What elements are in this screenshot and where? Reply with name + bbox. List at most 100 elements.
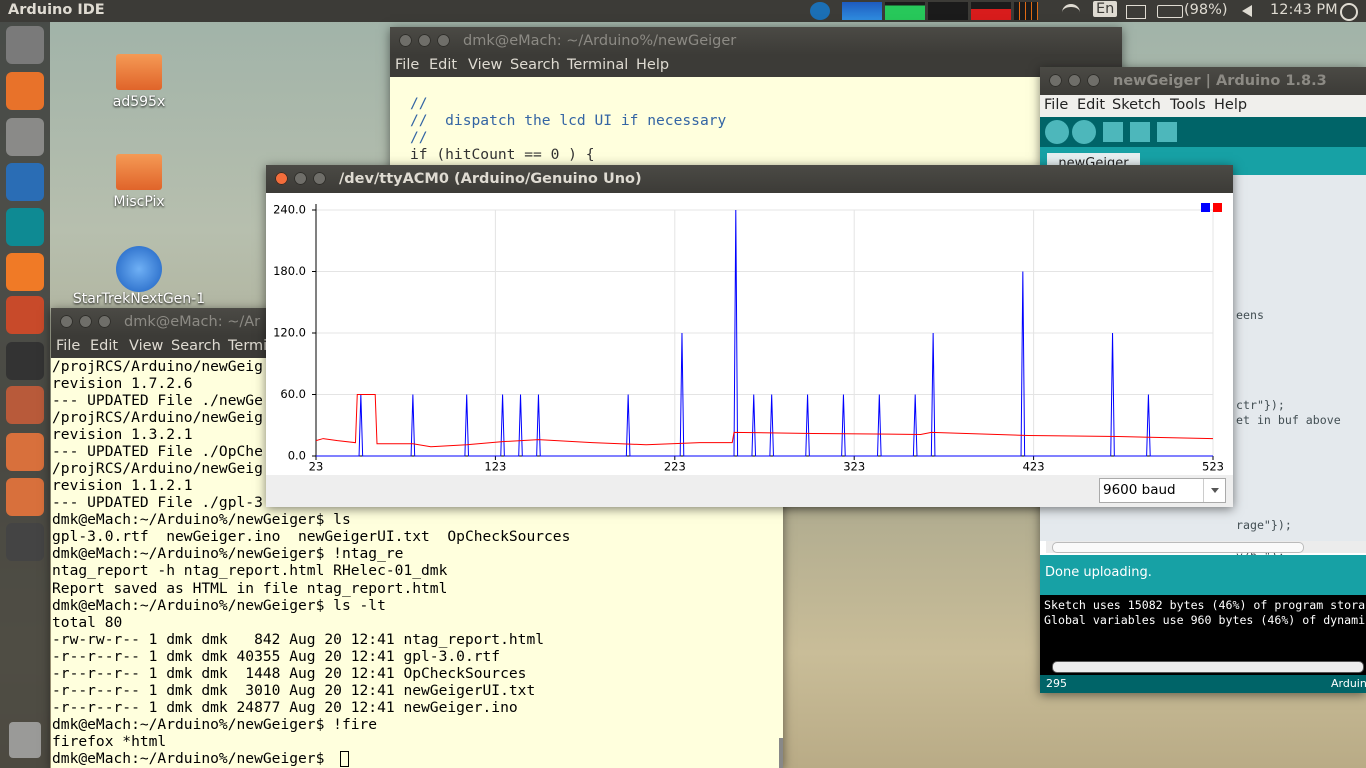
y-tick-label: 120.0 — [273, 326, 306, 340]
window-title: newGeiger | Arduino 1.8.3 — [1113, 73, 1327, 89]
load-monitor[interactable] — [971, 2, 1011, 20]
battery-percent[interactable]: (98%) — [1184, 2, 1228, 18]
maximize-button[interactable] — [1087, 74, 1100, 87]
cpu-monitor[interactable] — [842, 2, 882, 20]
minimize-button[interactable] — [1068, 74, 1081, 87]
launcher-icon[interactable] — [6, 433, 44, 471]
terminal-line: /projRCS/Arduino/newGeig — [52, 409, 263, 427]
dropdown-arrow[interactable] — [1203, 479, 1226, 502]
maximize-button[interactable] — [313, 172, 326, 185]
code-fragment: eens — [1236, 308, 1264, 322]
menu-item[interactable]: View — [129, 338, 164, 354]
close-button[interactable] — [1049, 74, 1062, 87]
scrollbar[interactable] — [779, 738, 783, 768]
console-line: Sketch uses 15082 bytes (46%) of program… — [1044, 598, 1366, 612]
volume-icon[interactable] — [1236, 5, 1252, 17]
open-button[interactable] — [1130, 122, 1150, 142]
x-tick-label: 223 — [664, 460, 686, 474]
menu-item[interactable]: Help — [1214, 97, 1248, 113]
launcher-icon[interactable] — [6, 342, 44, 380]
terminal-line: gpl-3.0.rtf newGeiger.ino newGeigerUI.tx… — [52, 528, 571, 546]
x-tick-label: 323 — [843, 460, 865, 474]
terminal-line: dmk@eMach:~/Arduino%/newGeiger$ ls — [52, 511, 351, 529]
menu-item[interactable]: View — [468, 57, 503, 73]
maximize-button[interactable] — [98, 315, 111, 328]
launcher-icon[interactable] — [6, 478, 44, 516]
menu-item[interactable]: Termi — [228, 338, 268, 354]
new-button[interactable] — [1103, 122, 1123, 142]
terminal-line: ntag_report -h ntag_report.html RHelec-0… — [52, 562, 448, 580]
launcher-icon[interactable] — [6, 523, 44, 561]
mem-monitor[interactable] — [885, 2, 925, 20]
wifi-icon[interactable] — [1062, 4, 1080, 21]
menu-item[interactable]: File — [1044, 97, 1069, 113]
menu-item[interactable]: Edit — [90, 338, 119, 354]
menu-item[interactable]: Search — [171, 338, 221, 354]
horizontal-scrollbar[interactable] — [1046, 541, 1366, 553]
icon-label[interactable]: ad595x — [112, 94, 166, 110]
launcher-icon[interactable] — [6, 163, 44, 201]
close-button[interactable] — [399, 34, 412, 47]
clock[interactable]: 12:43 PM — [1270, 2, 1338, 18]
close-button[interactable] — [60, 315, 73, 328]
settings-icon[interactable] — [1340, 3, 1358, 21]
verify-button[interactable] — [1045, 120, 1069, 144]
terminal-line: --- UPDATED File ./newGe — [52, 392, 263, 410]
disk-monitor[interactable] — [1014, 2, 1038, 20]
terminal-line: /projRCS/Arduino/newGeig — [52, 358, 263, 375]
upload-button[interactable] — [1072, 120, 1096, 144]
maximize-button[interactable] — [437, 34, 450, 47]
window-title: dmk@eMach: ~/Ar — [124, 314, 261, 330]
y-tick-label: 0.0 — [288, 449, 306, 463]
launcher-icon[interactable] — [6, 253, 44, 291]
folder-icon[interactable] — [116, 54, 162, 90]
terminal-line: -rw-rw-r-- 1 dmk dmk 842 Aug 20 12:41 nt… — [52, 630, 545, 648]
trash-icon[interactable] — [9, 722, 41, 758]
icon-label[interactable]: StarTrekNextGen-1 — [72, 291, 206, 307]
launcher-icon[interactable] — [6, 26, 44, 64]
launcher-icon[interactable] — [6, 118, 44, 156]
launcher-icon[interactable] — [6, 208, 44, 246]
menu-item[interactable]: Help — [636, 57, 670, 73]
video-icon[interactable] — [116, 246, 162, 292]
hp-icon[interactable] — [810, 2, 830, 20]
code-line: // dispatch the lcd UI if necessary — [410, 112, 727, 129]
baud-select[interactable]: 9600 baud — [1099, 478, 1226, 503]
minimize-button[interactable] — [294, 172, 307, 185]
mail-icon[interactable] — [1126, 5, 1146, 19]
x-tick-label: 123 — [484, 460, 506, 474]
launcher-icon[interactable] — [6, 386, 44, 424]
menu-item[interactable]: Edit — [1077, 97, 1106, 113]
terminal-line: dmk@eMach:~/Arduino%/newGeiger$ !fire — [52, 715, 378, 733]
save-button[interactable] — [1157, 122, 1177, 142]
terminal-line: /projRCS/Arduino/newGeig — [52, 460, 263, 478]
console-scrollbar[interactable] — [1052, 661, 1364, 673]
menu-item[interactable]: File — [395, 57, 420, 73]
terminal-line: --- UPDATED File ./OpChe — [52, 443, 263, 461]
code-line: // — [410, 129, 428, 146]
plot: 0.0 60.0 120.0 180.0 240.0 23 123 223 323 423 523 — [273, 203, 1224, 474]
legend-swatch — [1201, 203, 1210, 212]
y-tick-label: 240.0 — [273, 203, 306, 217]
menu-item[interactable]: File — [56, 338, 81, 354]
folder-icon[interactable] — [116, 154, 162, 190]
menu-item[interactable]: Search — [510, 57, 560, 73]
launcher-icon[interactable] — [6, 296, 44, 334]
code-fragment: rage"}); — [1236, 518, 1292, 532]
menu-item[interactable]: Terminal — [567, 57, 629, 73]
minimize-button[interactable] — [418, 34, 431, 47]
x-tick-label: 523 — [1202, 460, 1224, 474]
net-monitor[interactable] — [928, 2, 968, 20]
menu-item[interactable]: Tools — [1170, 97, 1206, 113]
x-tick-label: 423 — [1023, 460, 1045, 474]
menu-item[interactable]: Edit — [429, 57, 458, 73]
menu-item[interactable]: Sketch — [1112, 97, 1161, 113]
close-button[interactable] — [275, 172, 288, 185]
toolbar — [1040, 117, 1366, 147]
keyboard-indicator[interactable]: En — [1093, 1, 1118, 17]
launcher-icon[interactable] — [6, 72, 44, 110]
icon-label[interactable]: MiscPix — [113, 194, 165, 210]
battery-icon[interactable] — [1157, 5, 1183, 18]
y-tick-label: 180.0 — [273, 264, 306, 278]
minimize-button[interactable] — [79, 315, 92, 328]
